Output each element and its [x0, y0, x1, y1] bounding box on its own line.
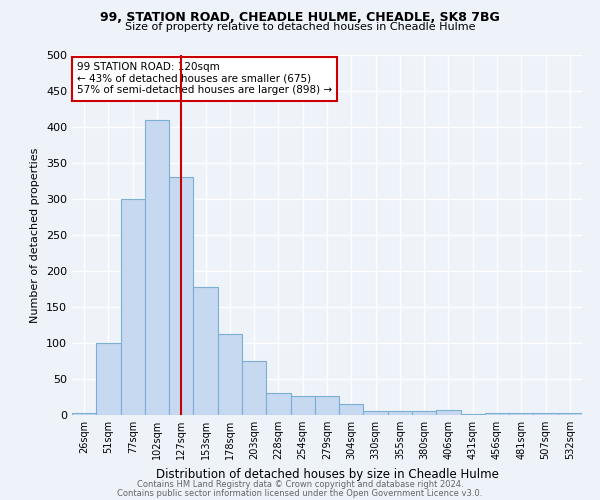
- Bar: [533, 413, 558, 415]
- Bar: [509, 413, 533, 415]
- Bar: [364, 412, 388, 415]
- Bar: [436, 410, 461, 415]
- Bar: [485, 413, 509, 415]
- X-axis label: Distribution of detached houses by size in Cheadle Hulme: Distribution of detached houses by size …: [155, 468, 499, 480]
- Bar: [193, 287, 218, 415]
- Text: Size of property relative to detached houses in Cheadle Hulme: Size of property relative to detached ho…: [125, 22, 475, 32]
- Bar: [266, 394, 290, 415]
- Y-axis label: Number of detached properties: Number of detached properties: [31, 148, 40, 322]
- Bar: [339, 404, 364, 415]
- Text: Contains HM Land Registry data © Crown copyright and database right 2024.: Contains HM Land Registry data © Crown c…: [137, 480, 463, 489]
- Text: 99, STATION ROAD, CHEADLE HULME, CHEADLE, SK8 7BG: 99, STATION ROAD, CHEADLE HULME, CHEADLE…: [100, 11, 500, 24]
- Bar: [242, 361, 266, 415]
- Bar: [558, 413, 582, 415]
- Bar: [72, 413, 96, 415]
- Text: 99 STATION ROAD: 120sqm
← 43% of detached houses are smaller (675)
57% of semi-d: 99 STATION ROAD: 120sqm ← 43% of detache…: [77, 62, 332, 96]
- Bar: [461, 414, 485, 415]
- Bar: [96, 343, 121, 415]
- Bar: [121, 199, 145, 415]
- Bar: [169, 178, 193, 415]
- Bar: [315, 396, 339, 415]
- Bar: [388, 412, 412, 415]
- Bar: [145, 120, 169, 415]
- Bar: [412, 412, 436, 415]
- Text: Contains public sector information licensed under the Open Government Licence v3: Contains public sector information licen…: [118, 488, 482, 498]
- Bar: [290, 396, 315, 415]
- Bar: [218, 334, 242, 415]
